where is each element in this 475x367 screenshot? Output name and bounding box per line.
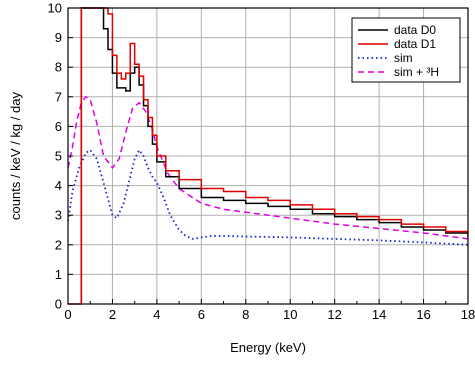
x-tick-label: 14 [372, 307, 386, 322]
y-tick-label: 0 [55, 297, 62, 312]
legend-label: data D0 [394, 23, 436, 37]
y-axis-title: counts / keV / kg / day [8, 92, 23, 220]
y-tick-label: 1 [55, 267, 62, 282]
x-tick-label: 0 [64, 307, 71, 322]
y-tick-label: 9 [55, 30, 62, 45]
series-layer [68, 7, 468, 305]
y-tick-label: 7 [55, 89, 62, 104]
y-tick-label: 8 [55, 60, 62, 75]
y-tick-label: 5 [55, 149, 62, 164]
series-sim-line [68, 148, 468, 246]
legend-label: sim + ³H [394, 65, 439, 79]
x-tick-label: 10 [283, 307, 297, 322]
x-axis-title: Energy (keV) [230, 340, 306, 355]
x-tick-label: 2 [109, 307, 116, 322]
y-tick-label: 6 [55, 119, 62, 134]
x-tick-label: 16 [416, 307, 430, 322]
x-tick-label: 8 [242, 307, 249, 322]
y-tick-label: 4 [55, 178, 62, 193]
legend-label: data D1 [394, 37, 436, 51]
x-tick-label: 6 [198, 307, 205, 322]
y-tick-label: 10 [48, 1, 62, 16]
series-data-d0-line [80, 7, 468, 304]
y-tick-label: 2 [55, 237, 62, 252]
series-data-d1-line [80, 7, 468, 304]
x-tick-label: 4 [153, 307, 160, 322]
series-sim-h-line [68, 95, 468, 240]
x-tick-label: 12 [327, 307, 341, 322]
x-tick-label: 18 [461, 307, 475, 322]
legend-label: sim [394, 51, 413, 65]
y-tick-label: 3 [55, 208, 62, 223]
